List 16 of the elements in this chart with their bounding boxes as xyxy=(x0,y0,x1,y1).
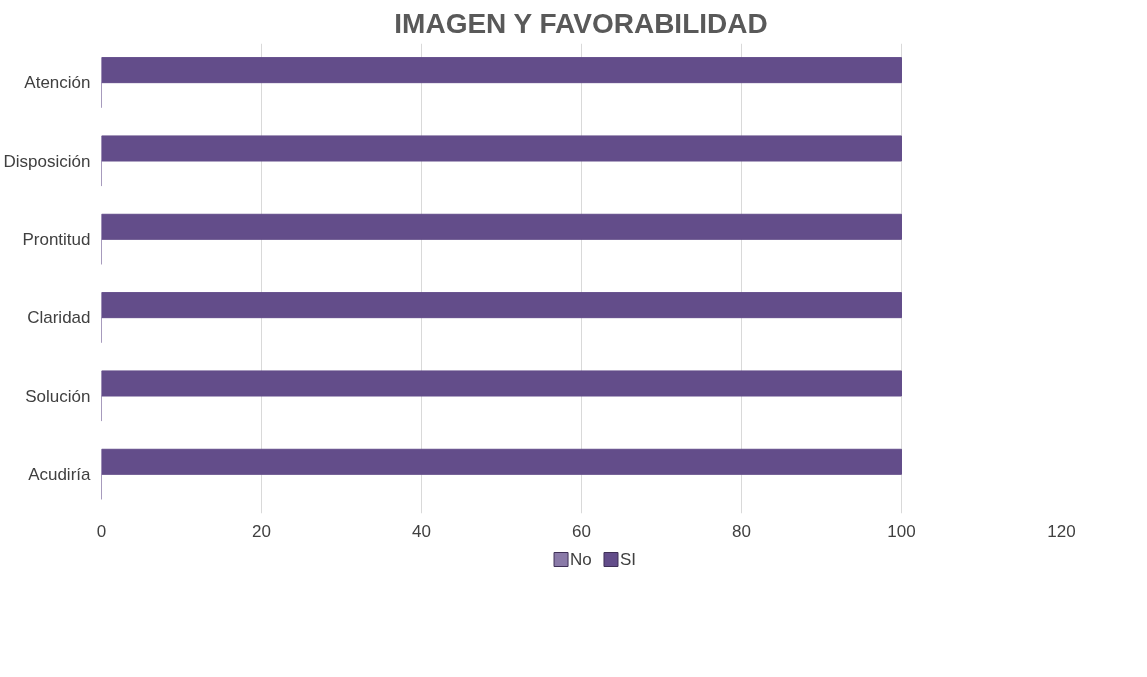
y-tick-label: Acudiría xyxy=(28,464,92,484)
y-tick-label: Disposición xyxy=(3,151,91,171)
legend-label: No xyxy=(570,550,592,569)
y-tick-label: Atención xyxy=(24,73,91,93)
y-tick-label: Claridad xyxy=(27,308,91,328)
x-tick-label: 120 xyxy=(1047,521,1076,541)
y-tick-label: Solución xyxy=(25,386,91,406)
legend-label: SI xyxy=(619,550,637,569)
y-tick-label: Prontitud xyxy=(22,229,91,249)
x-tick-label: 20 xyxy=(252,521,271,541)
x-tick-label: 40 xyxy=(412,521,431,541)
x-tick-label: 60 xyxy=(572,521,591,541)
x-tick-label: 80 xyxy=(732,521,751,541)
x-tick-label: 0 xyxy=(96,521,107,541)
x-tick-label: 100 xyxy=(887,521,916,541)
chart-title: IMAGEN Y FAVORABILIDAD xyxy=(394,7,768,39)
